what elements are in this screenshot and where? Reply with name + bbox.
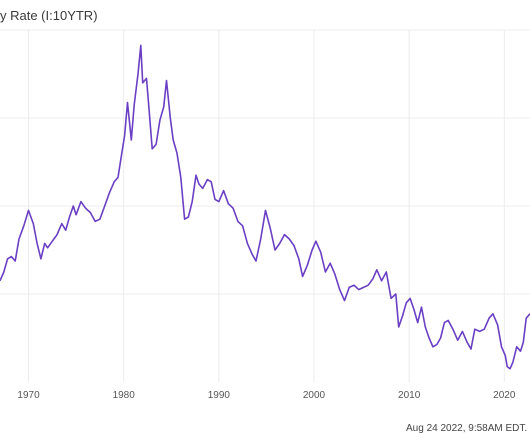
gridlines bbox=[0, 29, 530, 382]
series-line-0 bbox=[0, 44, 530, 370]
x-tick-label: 2010 bbox=[398, 390, 421, 401]
x-tick-label: 2000 bbox=[303, 390, 326, 401]
x-tick-label: 2020 bbox=[493, 390, 516, 401]
chart-title: y Rate (I:10YTR) bbox=[0, 8, 98, 23]
series-layer bbox=[0, 44, 530, 370]
x-tick-label: 1990 bbox=[208, 390, 231, 401]
x-tick-label: 1970 bbox=[17, 390, 40, 401]
x-tick-label: 1980 bbox=[113, 390, 136, 401]
x-axis-ticks: 1970 1980 1990 2000 2010 2020 bbox=[17, 390, 515, 401]
footer-timestamp: Aug 24 2022, 9:58AM EDT. Powered by YCha… bbox=[406, 423, 530, 434]
